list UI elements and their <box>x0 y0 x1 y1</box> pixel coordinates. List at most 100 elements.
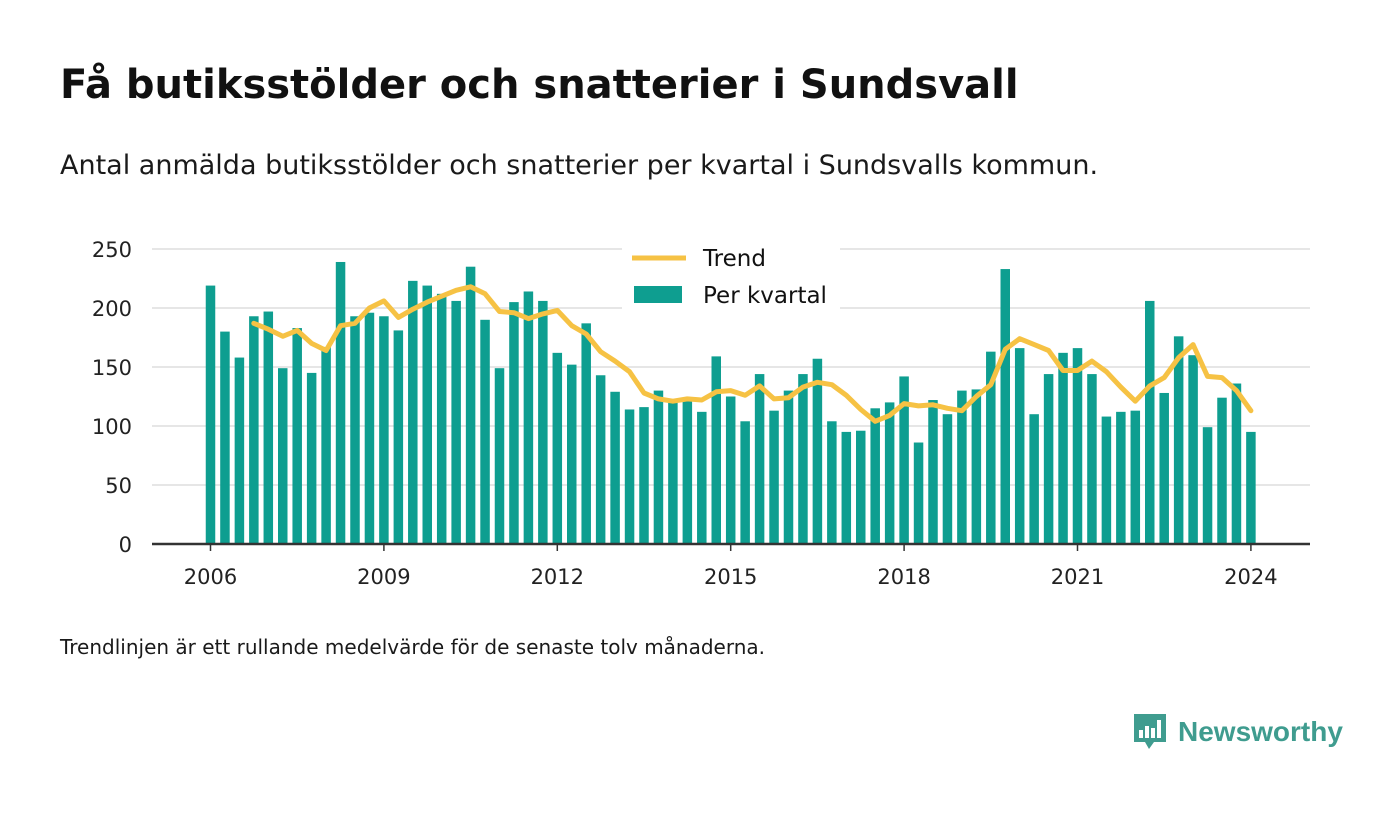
bar <box>1145 300 1155 544</box>
bar <box>639 407 649 544</box>
newsworthy-logo-icon <box>1134 714 1166 749</box>
x-tick-label: 2012 <box>531 565 584 589</box>
bar <box>899 376 909 544</box>
bar <box>653 390 664 544</box>
bar <box>263 311 274 544</box>
x-tick-label: 2024 <box>1224 565 1277 589</box>
bar <box>624 409 635 544</box>
bar <box>220 331 230 544</box>
bar <box>465 266 476 544</box>
bar <box>841 431 852 544</box>
bar <box>379 316 389 544</box>
bar <box>1058 352 1068 544</box>
bar <box>1202 427 1213 544</box>
bar <box>567 364 577 544</box>
x-tick-label: 2015 <box>704 565 757 589</box>
chart-title: Få butiksstölder och snatterier i Sundsv… <box>60 62 1019 108</box>
bar <box>957 390 967 544</box>
bar <box>783 390 794 544</box>
bar <box>1072 348 1083 544</box>
bar <box>494 368 505 544</box>
footnote: Trendlinjen är ett rullande medelvärde f… <box>60 635 766 659</box>
bar <box>856 430 866 544</box>
bar <box>754 374 765 544</box>
bar <box>769 410 779 544</box>
bar <box>581 323 591 544</box>
bar <box>827 421 837 544</box>
bar <box>1188 355 1198 544</box>
x-tick-label: 2006 <box>184 565 237 589</box>
trend-line <box>251 284 1254 424</box>
x-tick-label: 2009 <box>357 565 410 589</box>
bar <box>321 346 331 544</box>
bar <box>538 300 548 544</box>
bar <box>1116 411 1126 544</box>
brand-logo[interactable]: Newsworthy <box>1132 712 1343 752</box>
bar <box>1029 414 1039 544</box>
bar <box>234 357 245 544</box>
bar <box>306 372 317 544</box>
bar <box>1043 374 1054 544</box>
bar <box>523 291 534 544</box>
bar <box>942 414 953 544</box>
bar <box>509 302 519 544</box>
bar <box>335 261 346 544</box>
bar <box>436 293 447 544</box>
bar <box>610 391 620 544</box>
bar <box>552 352 563 544</box>
bar <box>1014 348 1025 544</box>
bar <box>1159 392 1169 544</box>
bar <box>971 389 982 544</box>
brand-name: Newsworthy <box>1178 716 1343 747</box>
bar <box>350 316 360 544</box>
bar <box>1130 410 1141 544</box>
bar <box>682 400 693 544</box>
bar <box>480 319 490 544</box>
legend-label-bars: Per kvartal <box>703 283 827 309</box>
bar <box>711 356 721 544</box>
bar <box>1173 336 1184 544</box>
bar <box>205 285 216 544</box>
x-tick-label: 2021 <box>1051 565 1104 589</box>
chart-subtitle: Antal anmälda butiksstölder och snatteri… <box>60 150 1099 181</box>
axes: 0 50 100 150 200 250 2006 2009 2012 2015 2018 2021 2… <box>92 238 1310 589</box>
bar <box>812 358 823 544</box>
y-tick-label: 0 <box>119 533 132 557</box>
bar <box>740 421 750 544</box>
bar <box>292 328 302 544</box>
y-tick-label: 150 <box>92 356 132 380</box>
bar <box>1231 383 1242 544</box>
bar <box>928 400 938 544</box>
bar <box>668 402 678 544</box>
trend-series <box>251 284 1254 424</box>
bar <box>1217 397 1227 544</box>
bar <box>986 351 996 544</box>
legend: Trend Per kvartal <box>622 238 840 312</box>
legend-swatch-bars <box>634 286 682 303</box>
bar-series <box>205 261 1256 544</box>
chart-canvas: 0 50 100 150 200 250 2006 2009 2012 2015 2018 2021 2… <box>92 238 1310 589</box>
bar <box>278 368 288 544</box>
bar <box>1246 431 1256 544</box>
bar <box>725 396 736 544</box>
bar <box>870 408 880 544</box>
bar <box>249 316 259 544</box>
bar <box>1101 416 1112 544</box>
x-tick-label: 2018 <box>877 565 930 589</box>
legend-label-trend: Trend <box>702 246 766 272</box>
bar <box>1087 374 1097 544</box>
bar <box>393 330 404 544</box>
y-tick-label: 100 <box>92 415 132 439</box>
bar <box>1000 269 1010 544</box>
bar <box>408 280 418 544</box>
bar <box>364 312 375 544</box>
bar <box>422 285 432 544</box>
bar <box>884 402 895 544</box>
y-tick-label: 250 <box>92 238 132 262</box>
y-tick-label: 50 <box>105 474 132 498</box>
y-tick-label: 200 <box>92 297 132 321</box>
bar <box>451 300 461 544</box>
bar <box>798 374 808 544</box>
bar <box>913 442 924 544</box>
bar <box>697 411 707 544</box>
